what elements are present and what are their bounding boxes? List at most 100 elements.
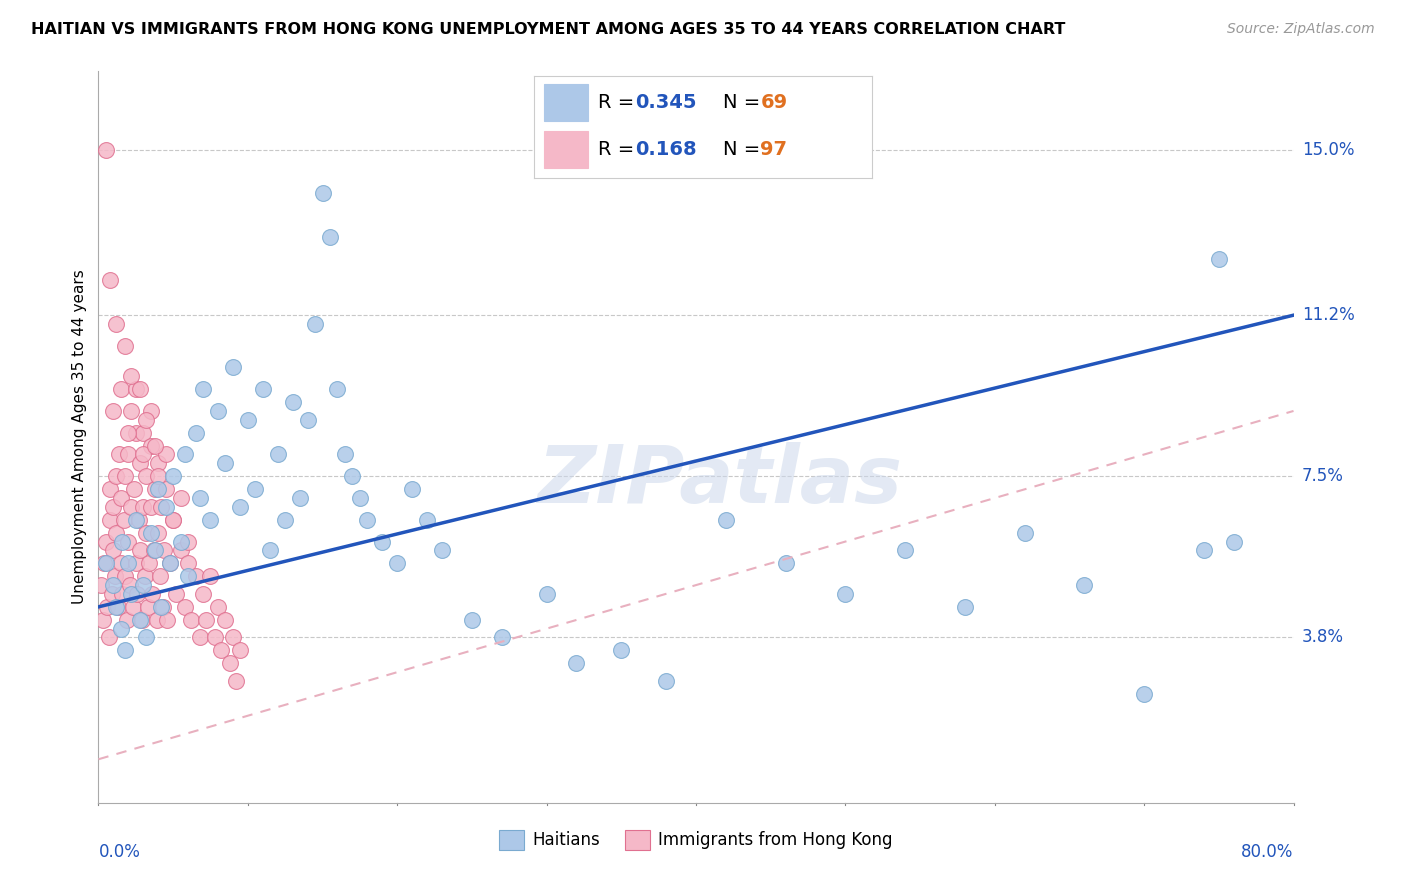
Point <box>110 557 132 571</box>
Point <box>134 569 156 583</box>
Point <box>125 513 148 527</box>
Point <box>894 543 917 558</box>
Point <box>110 622 132 636</box>
Point <box>159 557 181 571</box>
Point <box>274 513 297 527</box>
Point <box>111 534 134 549</box>
Point <box>169 491 191 505</box>
Text: N =: N = <box>723 140 766 159</box>
Point <box>107 599 129 614</box>
Point <box>1223 534 1246 549</box>
Text: R =: R = <box>599 93 641 112</box>
Point <box>155 483 177 497</box>
Point <box>110 491 132 505</box>
Point <box>136 599 159 614</box>
Point <box>169 534 191 549</box>
Point <box>177 557 200 571</box>
Point <box>143 439 166 453</box>
Point <box>143 483 166 497</box>
Point <box>491 631 513 645</box>
Text: HAITIAN VS IMMIGRANTS FROM HONG KONG UNEMPLOYMENT AMONG AGES 35 TO 44 YEARS CORR: HAITIAN VS IMMIGRANTS FROM HONG KONG UNE… <box>31 22 1066 37</box>
Point <box>114 643 136 657</box>
Point <box>342 469 364 483</box>
Point <box>714 513 737 527</box>
Point <box>132 448 155 462</box>
Point <box>150 500 173 514</box>
Point <box>259 543 281 558</box>
Text: 80.0%: 80.0% <box>1241 843 1294 861</box>
Point <box>120 404 142 418</box>
Point <box>209 643 232 657</box>
Point <box>129 382 152 396</box>
Point <box>135 469 157 483</box>
Point <box>177 534 200 549</box>
Point <box>118 578 141 592</box>
Point <box>267 448 290 462</box>
Point <box>162 513 184 527</box>
Point <box>229 500 252 514</box>
Point <box>143 543 166 558</box>
Point <box>177 569 200 583</box>
Point <box>112 513 135 527</box>
Point <box>94 143 117 157</box>
Point <box>281 395 304 409</box>
Point <box>138 557 160 571</box>
Point <box>111 587 134 601</box>
Point <box>148 525 170 540</box>
Point <box>145 613 167 627</box>
Point <box>953 599 976 614</box>
Point <box>101 587 124 601</box>
Point <box>98 483 122 497</box>
Point <box>132 500 155 514</box>
Point <box>207 404 229 418</box>
Text: 7.5%: 7.5% <box>1302 467 1344 485</box>
Point <box>117 425 139 440</box>
Point <box>139 525 162 540</box>
Point <box>225 673 247 688</box>
Point <box>1208 252 1230 266</box>
Text: 69: 69 <box>761 93 787 112</box>
Point <box>311 186 333 201</box>
Point <box>1014 525 1036 540</box>
Point <box>108 448 131 462</box>
Point <box>401 483 423 497</box>
Point <box>103 543 125 558</box>
Point <box>333 448 356 462</box>
Point <box>153 543 176 558</box>
Point <box>326 382 349 396</box>
Point <box>125 382 148 396</box>
Point <box>188 631 211 645</box>
Point <box>129 543 152 558</box>
Point <box>115 613 138 627</box>
Text: 97: 97 <box>761 140 787 159</box>
Text: N =: N = <box>723 93 766 112</box>
Point <box>139 500 162 514</box>
Point <box>128 513 150 527</box>
Point <box>114 469 136 483</box>
Legend: Haitians, Immigrants from Hong Kong: Haitians, Immigrants from Hong Kong <box>492 823 900 856</box>
Point <box>191 382 214 396</box>
Point <box>204 631 226 645</box>
Point <box>91 613 114 627</box>
Point <box>191 587 214 601</box>
Point <box>150 599 173 614</box>
Point <box>117 557 139 571</box>
Text: 11.2%: 11.2% <box>1302 306 1354 324</box>
Point <box>207 599 229 614</box>
Point <box>222 360 245 375</box>
Text: 0.168: 0.168 <box>636 140 697 159</box>
Point <box>297 412 319 426</box>
Point <box>141 587 163 601</box>
Point <box>114 569 136 583</box>
Point <box>93 557 115 571</box>
Point <box>135 525 157 540</box>
Point <box>148 469 170 483</box>
Point <box>834 587 856 601</box>
Point <box>184 425 207 440</box>
Point <box>105 317 128 331</box>
Point <box>125 425 148 440</box>
Point <box>356 513 378 527</box>
Point <box>245 483 267 497</box>
Point <box>125 557 148 571</box>
Point <box>371 534 394 549</box>
